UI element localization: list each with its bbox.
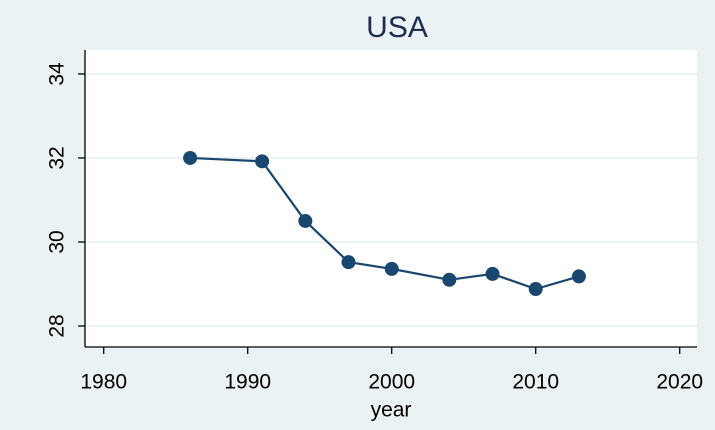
data-point (255, 154, 270, 169)
plot-area (85, 50, 697, 347)
data-point (341, 255, 356, 270)
x-tick-label: 1980 (80, 371, 127, 394)
x-tick-label: 2000 (368, 371, 415, 394)
data-point (442, 272, 457, 287)
data-point (298, 213, 313, 228)
y-tick-label: 30 (46, 230, 69, 253)
y-tick-label: 32 (46, 146, 69, 169)
chart-title: USA (366, 11, 428, 44)
data-point (183, 150, 198, 165)
x-tick-label: 2010 (512, 371, 559, 394)
x-tick-label: 1990 (224, 371, 271, 394)
y-tick-label: 34 (46, 62, 69, 86)
data-point (384, 261, 399, 276)
data-point (571, 269, 586, 284)
y-tick-label: 28 (46, 314, 69, 337)
data-point (485, 266, 500, 281)
x-axis-label: year (371, 399, 412, 422)
x-tick-label: 2020 (656, 371, 703, 394)
data-point (528, 282, 543, 297)
